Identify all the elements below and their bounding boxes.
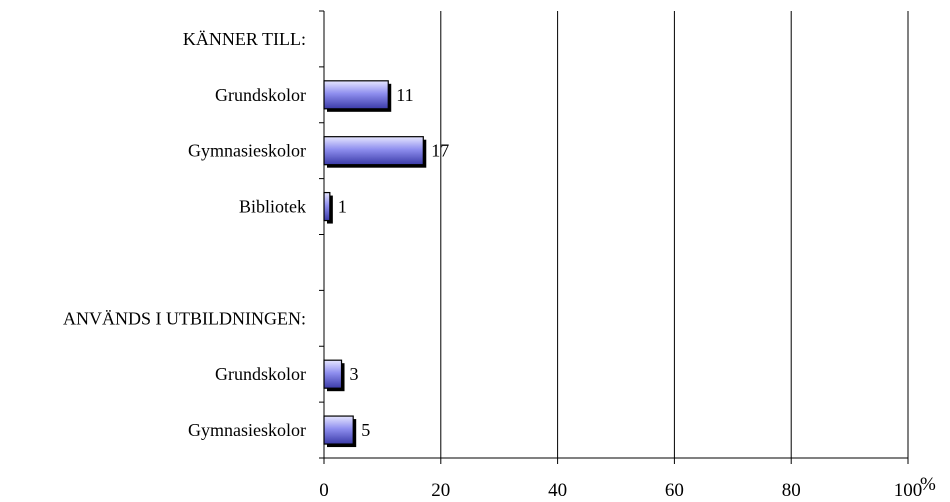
category-label: Grundskolor [215,85,306,105]
axes [319,10,909,464]
data-label: 1 [338,197,347,217]
bar [323,80,389,110]
bar [323,415,354,445]
x-tick-label-80: 80 [782,480,801,501]
section-label: ANVÄNDS I UTBILDNINGEN: [63,308,306,328]
x-tick-label-60: 60 [665,480,684,501]
x-unit-label: % [920,474,936,495]
x-tick-label-0: 0 [319,480,329,501]
labels: 0 20 40 60 80 100% KÄNNER TILL: Grundskolor 11 Gy… [63,29,936,501]
grid-lines [440,11,909,458]
category-label: Grundskolor [215,364,306,384]
data-label: 17 [431,141,449,161]
data-label: 11 [396,85,413,105]
data-label: 5 [361,420,370,440]
x-tick-label-20: 20 [431,480,450,501]
category-label: Bibliotek [239,197,306,217]
x-tick-label-40: 40 [548,480,567,501]
bars [323,80,427,448]
bar [323,359,343,389]
section-label: KÄNNER TILL: [183,29,306,49]
bar [323,136,424,166]
bar [323,191,331,222]
data-label: 3 [350,364,359,384]
x-tick-label-100: 100 [894,480,923,501]
category-label: Gymnasieskolor [188,141,306,161]
category-label: Gymnasieskolor [188,420,306,440]
